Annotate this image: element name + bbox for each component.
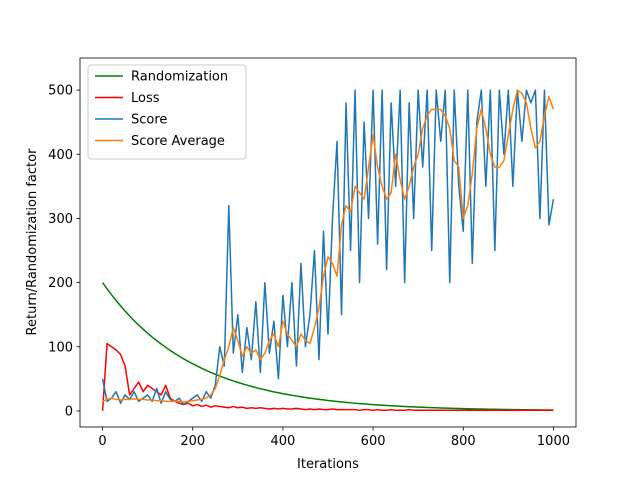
legend-label: Loss	[131, 91, 160, 106]
axes-frame	[79, 57, 577, 428]
line-series	[101, 89, 555, 406]
legend-label: Randomization	[131, 70, 228, 85]
y-tick-label: 300	[48, 212, 73, 227]
x-tick-label: 800	[451, 434, 476, 449]
legend-label: Score	[131, 113, 167, 128]
x-tick-label: 0	[98, 434, 106, 449]
y-tick-label: 0	[65, 404, 73, 419]
y-tick-label: 500	[48, 84, 73, 99]
x-axis-label: Iterations	[297, 457, 359, 472]
line-series	[101, 342, 554, 412]
y-tick-label: 200	[48, 276, 73, 291]
line-series	[101, 282, 554, 411]
y-tick-label: 100	[48, 340, 73, 355]
x-tick-label: 400	[270, 434, 295, 449]
legend-box	[87, 64, 247, 160]
y-tick-label: 400	[48, 148, 73, 163]
x-tick-label: 600	[361, 434, 386, 449]
x-tick-label: 1000	[537, 434, 570, 449]
line-series	[102, 89, 555, 403]
x-tick-label: 200	[180, 434, 205, 449]
y-axis-label: Return/Randomization factor	[25, 148, 40, 336]
legend-label: Score Average	[131, 134, 225, 149]
